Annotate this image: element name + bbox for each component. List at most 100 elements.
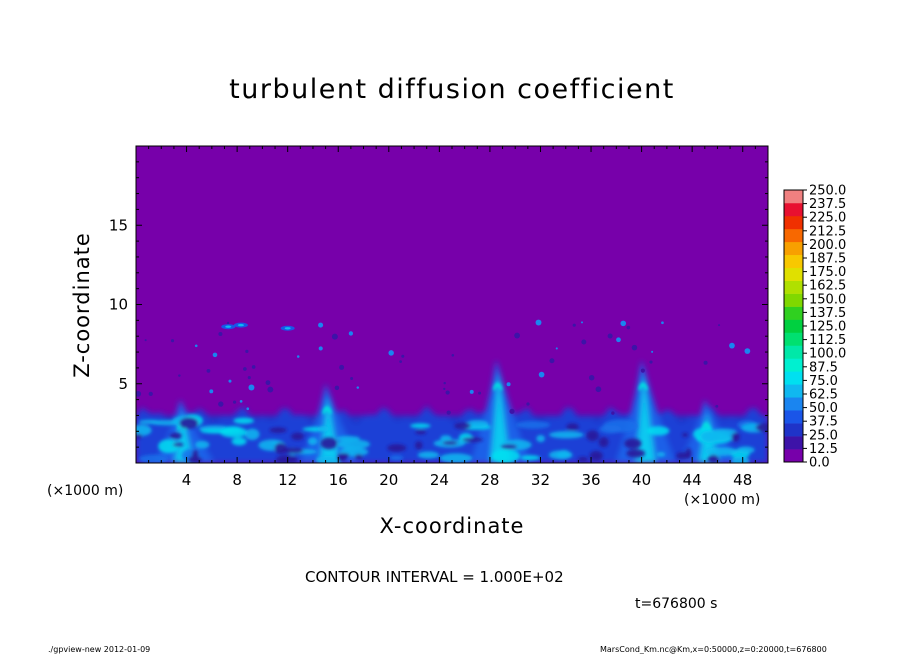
- colorbar-label: 225.0: [809, 211, 846, 226]
- eddy: [315, 456, 341, 463]
- colorbar-swatch: [784, 215, 803, 230]
- speck: [318, 346, 323, 351]
- eddy: [337, 439, 371, 450]
- eddy: [195, 440, 210, 449]
- colorbar: 0.012.525.037.550.062.575.087.5100.0112.…: [783, 184, 846, 471]
- eddy: [646, 426, 670, 436]
- footer-left: ./gpview-new 2012-01-09: [48, 645, 151, 654]
- colorbar-swatch: [784, 228, 803, 243]
- x-tick-label: 12: [278, 471, 297, 489]
- speck: [535, 319, 542, 326]
- eddy-dark: [338, 453, 350, 458]
- eddy: [702, 430, 733, 442]
- speck: [661, 321, 664, 325]
- colorbar-swatch: [784, 293, 803, 307]
- colorbar-swatch: [784, 436, 803, 450]
- speck: [446, 410, 451, 415]
- y-tick-label: 5: [118, 375, 128, 393]
- speck: [388, 350, 394, 356]
- chart-title: turbulent diffusion coefficient: [229, 74, 675, 105]
- speck: [509, 408, 515, 414]
- eddy-dark: [354, 454, 364, 460]
- speck: [744, 348, 751, 354]
- colorbar-label: 150.0: [809, 292, 846, 307]
- speck: [538, 371, 545, 378]
- colorbar-label: 237.5: [809, 197, 846, 212]
- eddy: [317, 426, 330, 432]
- eddy-dark: [624, 438, 642, 449]
- eddy: [599, 424, 622, 434]
- eddy-dark: [169, 432, 182, 440]
- eddy: [520, 455, 541, 461]
- y-axis-label: Z-coordinate: [70, 232, 94, 378]
- colorbar-swatch: [784, 254, 803, 269]
- eddy-dark: [276, 455, 298, 463]
- eddy: [736, 446, 755, 454]
- speck: [620, 320, 627, 327]
- eddy-dark: [566, 423, 579, 431]
- speck: [401, 354, 405, 358]
- x-tick-label: 44: [683, 471, 702, 489]
- speck: [626, 325, 631, 330]
- eddy: [200, 429, 233, 434]
- speck: [478, 391, 482, 395]
- eddy: [548, 431, 584, 439]
- isolated-blob-core: [284, 327, 291, 330]
- eddy: [656, 452, 666, 457]
- speck: [245, 349, 249, 353]
- speck: [232, 400, 237, 404]
- speck: [318, 322, 324, 328]
- colorbar-swatch: [784, 332, 803, 346]
- colorbar-swatch: [784, 267, 803, 281]
- speck: [506, 382, 511, 387]
- speck: [651, 350, 654, 353]
- speck: [588, 374, 595, 381]
- eddy-dark: [577, 456, 588, 462]
- speck: [148, 391, 153, 397]
- speck: [267, 386, 274, 393]
- speck: [514, 332, 521, 339]
- contour-interval-label: CONTOUR INTERVAL = 1.000E+02: [305, 568, 564, 586]
- eddy: [244, 428, 260, 441]
- speck: [729, 342, 735, 349]
- eddy: [465, 419, 489, 429]
- x-axis: 4 8 12 16 20 24 28 32 36 40 44 48: [148, 146, 756, 489]
- eddy: [233, 417, 254, 424]
- speck: [581, 339, 587, 345]
- colorbar-label: 87.5: [809, 360, 838, 375]
- plume-core: [490, 371, 511, 463]
- speck: [443, 387, 446, 390]
- colorbar-label: 250.0: [809, 184, 846, 199]
- speck: [443, 381, 446, 385]
- colorbar-label: 0.0: [809, 456, 830, 471]
- y-axis: 5 10 15: [109, 161, 768, 448]
- eddy: [410, 423, 431, 429]
- plume-tip: [492, 382, 503, 391]
- eddy-dark: [589, 450, 603, 461]
- colorbar-label: 50.0: [809, 401, 838, 416]
- colorbar-label: 62.5: [809, 388, 838, 403]
- speck: [334, 385, 340, 391]
- eddy: [307, 437, 318, 446]
- colorbar-swatch: [784, 371, 803, 385]
- eddy: [536, 434, 546, 443]
- colorbar-label: 212.5: [809, 224, 846, 239]
- colorbar-swatch: [784, 410, 803, 424]
- eddy-dark: [586, 430, 599, 442]
- speck: [331, 333, 338, 340]
- plume-tip: [638, 382, 649, 391]
- speck: [445, 390, 450, 395]
- x-tick-label: 4: [182, 471, 192, 489]
- colorbar-label: 75.0: [809, 374, 838, 389]
- speck: [218, 331, 223, 337]
- colorbar-swatch: [784, 384, 803, 398]
- speck: [718, 324, 721, 327]
- speck: [248, 384, 255, 391]
- eddy-dark: [415, 441, 423, 450]
- eddy-dark: [598, 437, 609, 448]
- eddy: [231, 437, 247, 446]
- speck: [399, 360, 402, 363]
- eddy-dark: [682, 432, 689, 438]
- x-tick-label: 16: [329, 471, 348, 489]
- x-tick-label: 36: [581, 471, 600, 489]
